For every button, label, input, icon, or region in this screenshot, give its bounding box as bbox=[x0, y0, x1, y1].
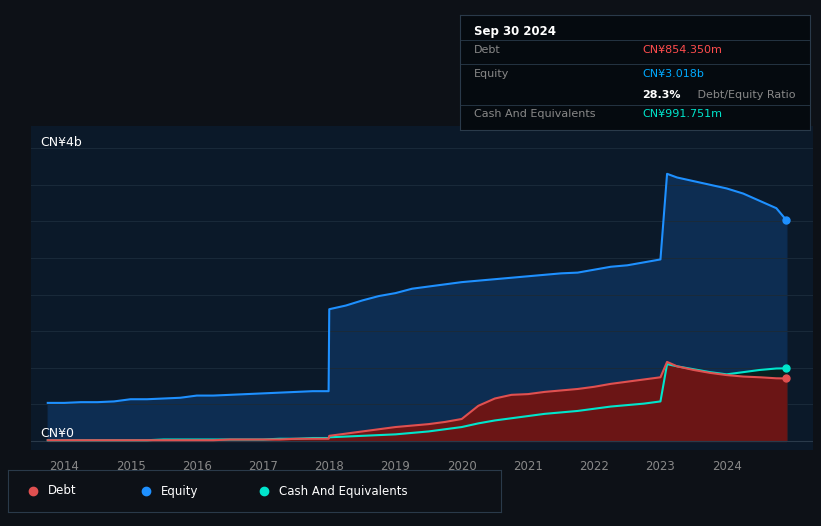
Text: 28.3%: 28.3% bbox=[642, 90, 681, 100]
Text: Debt: Debt bbox=[48, 484, 76, 498]
Text: CN¥3.018b: CN¥3.018b bbox=[642, 69, 704, 79]
Text: Debt/Equity Ratio: Debt/Equity Ratio bbox=[695, 90, 796, 100]
Text: CN¥0: CN¥0 bbox=[40, 427, 75, 440]
Text: Sep 30 2024: Sep 30 2024 bbox=[474, 25, 556, 38]
Text: CN¥4b: CN¥4b bbox=[40, 136, 82, 149]
Text: Equity: Equity bbox=[474, 69, 509, 79]
Text: CN¥854.350m: CN¥854.350m bbox=[642, 45, 722, 55]
Text: Debt: Debt bbox=[474, 45, 501, 55]
Text: Equity: Equity bbox=[161, 484, 199, 498]
Text: Cash And Equivalents: Cash And Equivalents bbox=[279, 484, 408, 498]
Text: CN¥991.751m: CN¥991.751m bbox=[642, 109, 722, 119]
Text: Cash And Equivalents: Cash And Equivalents bbox=[474, 109, 595, 119]
